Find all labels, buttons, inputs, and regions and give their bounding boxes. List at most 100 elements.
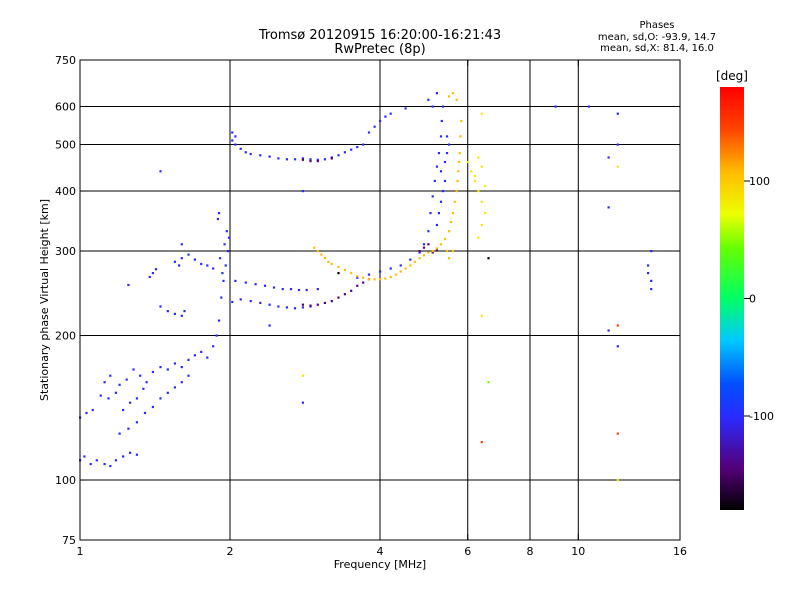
data-point	[466, 160, 469, 164]
points-layer	[79, 92, 653, 482]
data-point	[231, 300, 234, 304]
data-point	[221, 272, 224, 275]
data-point	[337, 272, 340, 275]
y-tick-label: 750	[55, 54, 76, 67]
y-tick-label: 200	[55, 330, 76, 343]
data-point	[379, 278, 382, 281]
data-point	[429, 212, 432, 215]
data-point	[330, 262, 333, 266]
data-point	[109, 464, 112, 468]
data-point	[389, 112, 392, 115]
data-point	[445, 152, 449, 155]
grid-layer	[80, 60, 680, 540]
data-point	[309, 158, 312, 161]
data-point	[127, 427, 130, 430]
data-point	[212, 345, 215, 348]
data-point	[193, 258, 196, 261]
y-axis-label: Stationary phase Virtual Height [km]	[38, 199, 51, 401]
data-point	[367, 131, 371, 134]
data-point	[337, 265, 340, 269]
data-point	[159, 366, 162, 369]
data-point	[431, 195, 434, 198]
data-point	[453, 200, 456, 203]
data-point	[129, 451, 132, 454]
data-point	[301, 158, 304, 161]
data-point	[244, 151, 247, 154]
y-tick-label: 500	[55, 139, 76, 152]
data-point	[418, 257, 421, 260]
data-point	[480, 200, 483, 203]
data-point	[457, 170, 460, 173]
data-point	[316, 288, 319, 291]
data-point	[456, 179, 459, 183]
data-point	[301, 401, 304, 404]
phase-stats-o: mean, sd,O: -93.9, 14.7	[597, 32, 717, 43]
data-point	[289, 288, 293, 291]
data-point	[445, 250, 449, 253]
data-point	[297, 288, 301, 292]
data-point	[173, 386, 176, 389]
data-point	[166, 391, 169, 394]
data-point	[316, 303, 319, 306]
data-point	[484, 212, 487, 215]
data-point	[91, 408, 94, 412]
data-point	[301, 157, 304, 160]
data-point	[217, 212, 221, 215]
data-point	[154, 268, 158, 271]
data-point	[323, 257, 326, 260]
data-point	[200, 262, 203, 266]
data-point	[187, 374, 190, 377]
data-point	[178, 264, 181, 267]
data-point	[443, 179, 447, 183]
data-point	[83, 455, 86, 458]
data-point	[220, 296, 223, 299]
colorbar-ticks: 100 0 -100	[744, 175, 774, 423]
data-point	[234, 143, 237, 146]
data-point	[118, 432, 121, 435]
data-point	[445, 135, 449, 138]
colorbar-label: [deg]	[716, 69, 748, 83]
data-point	[439, 170, 443, 173]
data-point	[187, 358, 190, 361]
x-tick-label: 16	[673, 545, 687, 558]
y-tick-label: 300	[55, 245, 76, 258]
data-point	[166, 310, 169, 313]
phase-title: Phases	[639, 20, 675, 31]
data-point	[480, 441, 483, 444]
data-point	[394, 273, 397, 276]
data-point	[616, 165, 619, 168]
data-point	[441, 190, 445, 193]
data-point	[435, 92, 438, 95]
data-point	[99, 394, 102, 397]
data-point	[118, 383, 121, 386]
data-point	[455, 190, 458, 193]
data-point	[309, 304, 312, 307]
data-point	[435, 248, 438, 251]
data-point	[356, 284, 359, 287]
data-point	[309, 160, 312, 163]
data-point	[439, 135, 443, 138]
data-point	[103, 463, 106, 466]
data-point	[231, 139, 234, 142]
data-point	[231, 131, 234, 134]
data-point	[350, 148, 353, 151]
data-point	[451, 250, 454, 253]
data-point	[337, 296, 340, 299]
data-point	[180, 314, 183, 317]
chart-title-line2: RwPretec (8p)	[334, 42, 426, 57]
data-point	[249, 152, 252, 156]
data-point	[95, 459, 98, 462]
data-point	[127, 283, 130, 287]
data-point	[389, 275, 392, 279]
data-point	[477, 236, 480, 239]
data-point	[148, 275, 151, 279]
data-point	[451, 92, 454, 95]
data-point	[337, 154, 340, 157]
data-point	[343, 293, 346, 296]
data-point	[435, 247, 438, 250]
data-point	[301, 190, 304, 193]
data-point	[480, 314, 483, 317]
data-point	[616, 112, 619, 115]
